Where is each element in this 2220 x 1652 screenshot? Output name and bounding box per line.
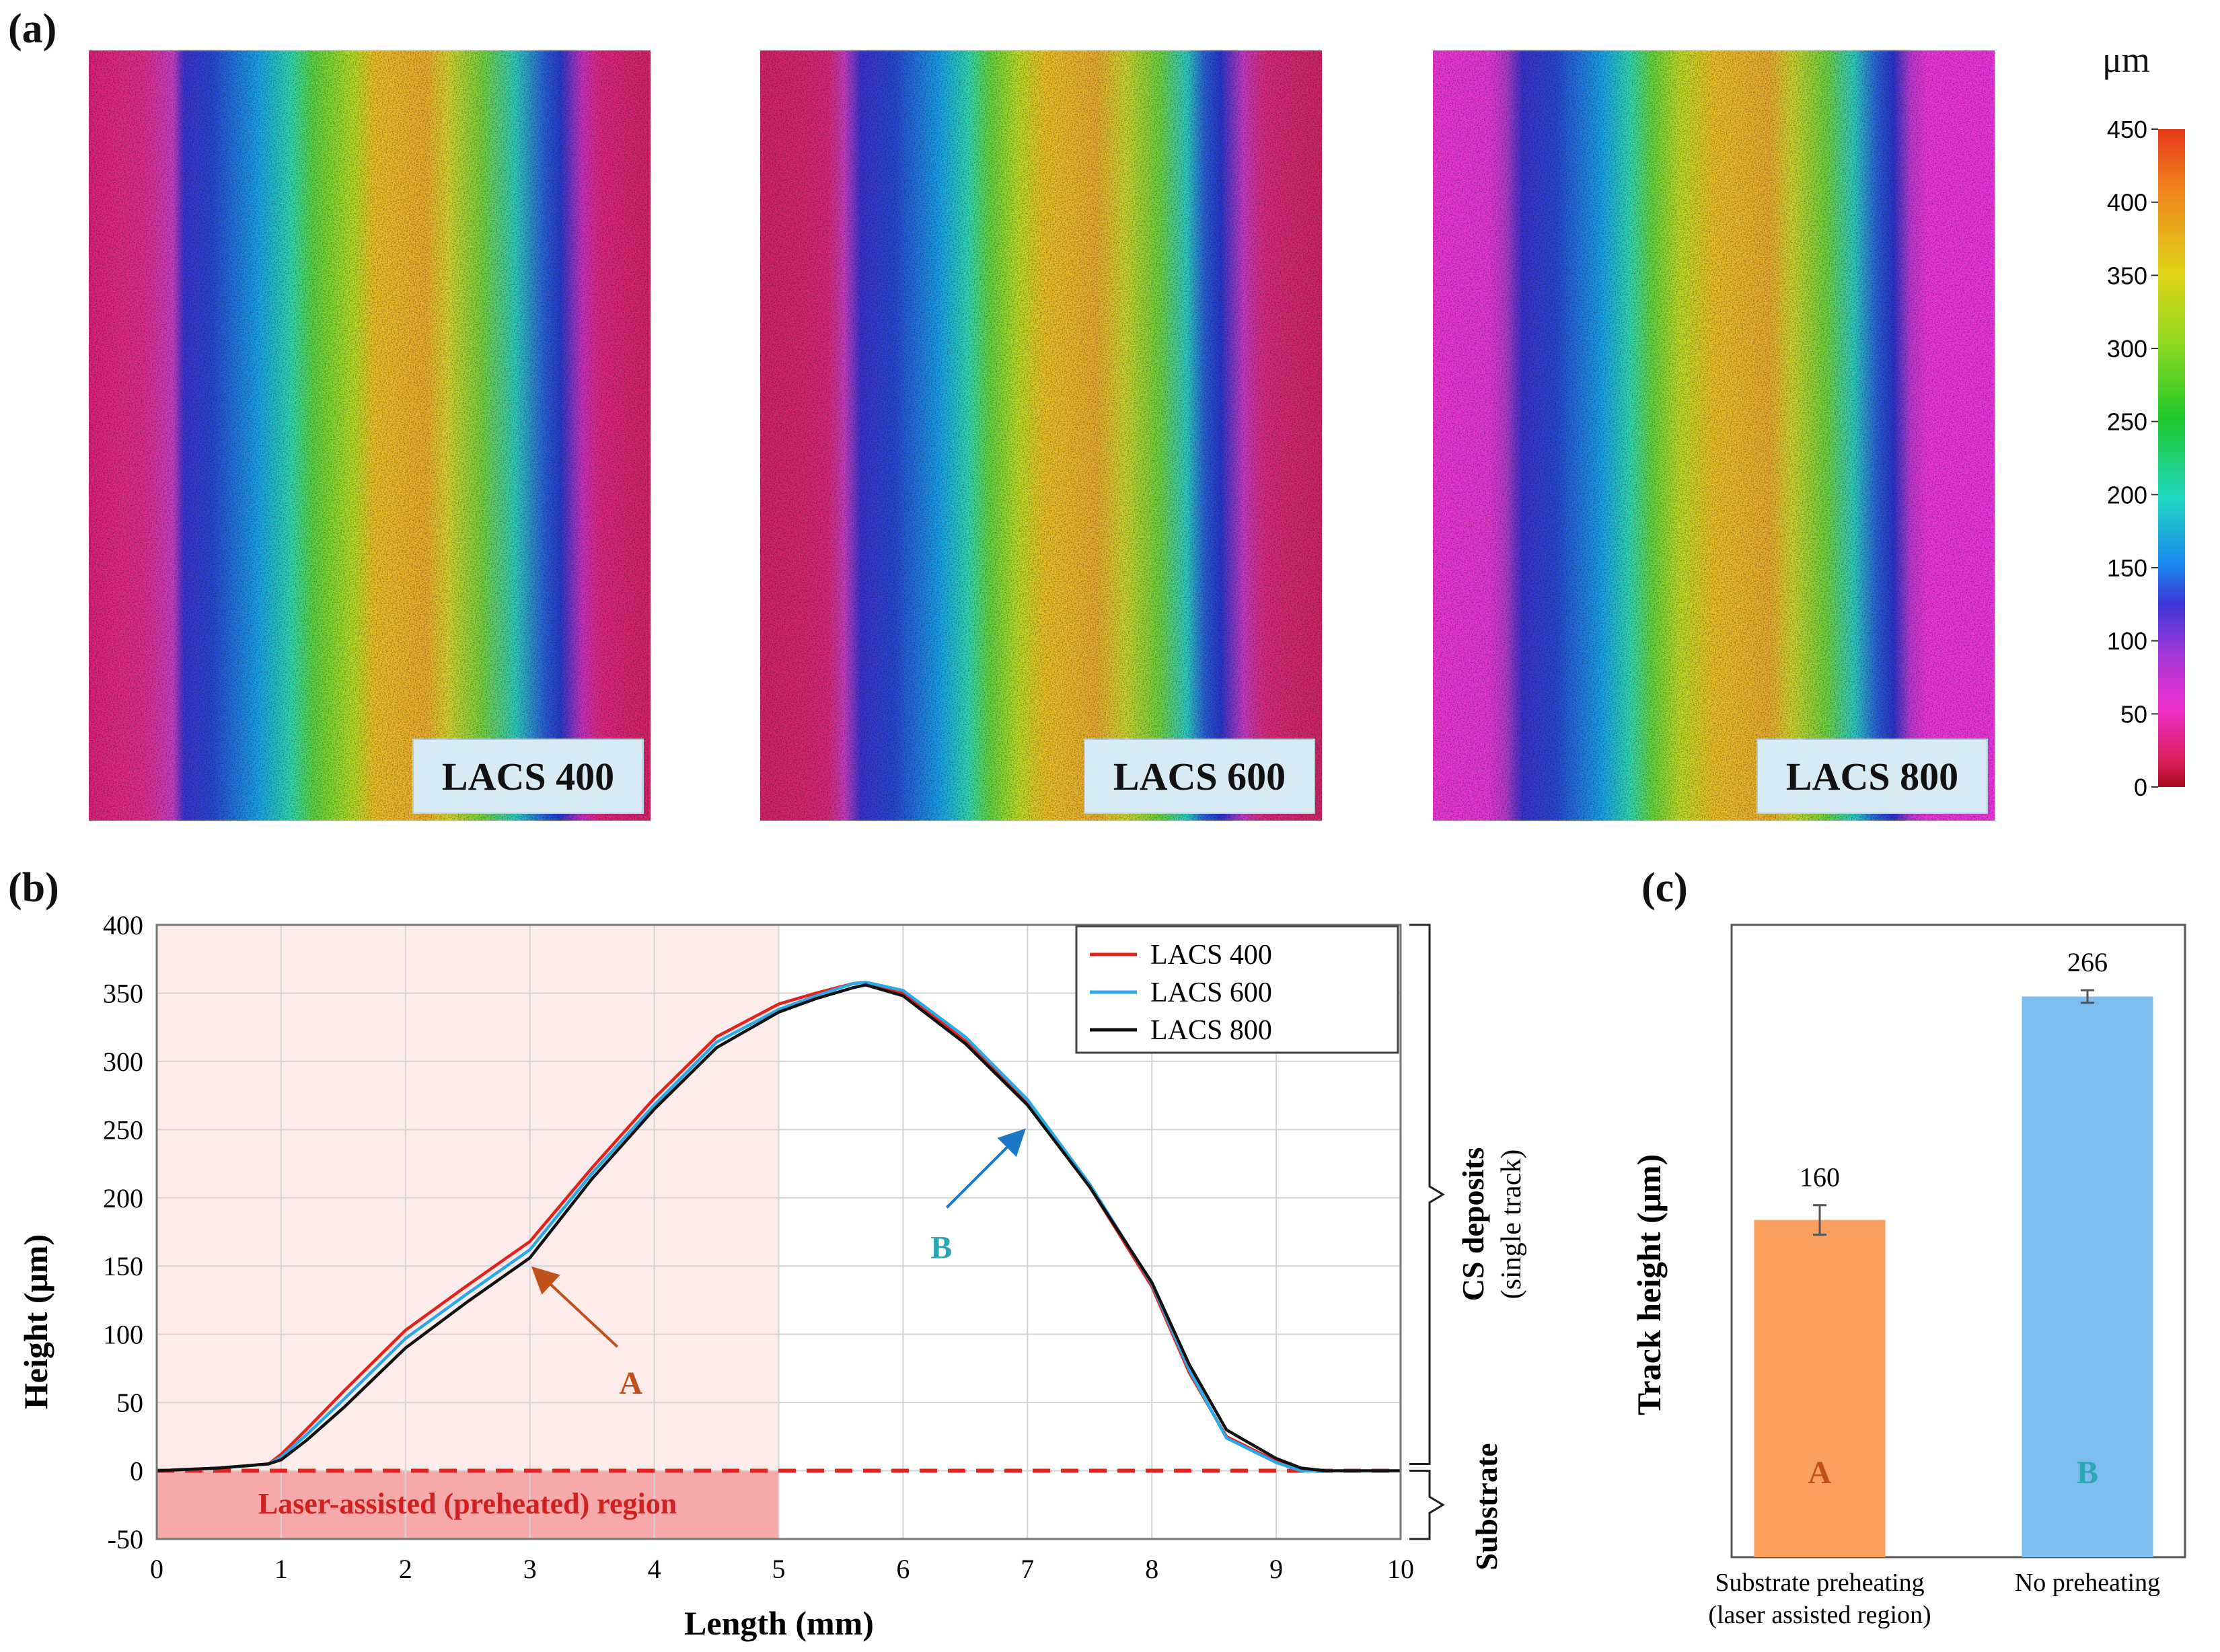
y-tick-label: 300 — [103, 1047, 143, 1077]
y-tick-label: 250 — [103, 1115, 143, 1145]
colorbar-tick-label: 350 — [2107, 262, 2147, 289]
x-tick-label: 2 — [399, 1554, 412, 1584]
bar-value-label: 160 — [1800, 1162, 1840, 1193]
bar-inner-label: A — [1808, 1455, 1832, 1491]
x-tick-label: 10 — [1387, 1554, 1414, 1584]
heatmap-lacs-600: LACS 600 — [760, 50, 1322, 821]
bar-chart: 160 A Substrate preheating (laser assisted … — [1630, 924, 2186, 1629]
colorbar-tick-label: 250 — [2107, 408, 2147, 436]
series-line-lacs-800 — [156, 983, 1401, 1472]
colorbar-tick-label: 400 — [2107, 189, 2147, 217]
colorbar-tick-label: 300 — [2107, 335, 2147, 363]
bracket-label-deposits: CS deposits — [1456, 1148, 1490, 1302]
x-tick-label: 4 — [648, 1554, 661, 1584]
x-axis-title: Length (mm) — [684, 1604, 874, 1642]
colorbar-axis: 450 400 350 300 250 200 150 100 50 0 — [2107, 116, 2158, 801]
bracket-label-substrate: Substrate — [1469, 1443, 1504, 1570]
shaded-region-substrate — [157, 1470, 779, 1539]
heatmap-lacs-400: LACS 400 — [89, 50, 651, 821]
bracket-deposits — [1409, 924, 1445, 1466]
y-tick-label: 50 — [116, 1388, 143, 1418]
heatmap-label: LACS 600 — [1084, 739, 1315, 814]
x-tick-label: 7 — [1021, 1554, 1034, 1584]
x-tick-label: 9 — [1269, 1554, 1283, 1584]
x-tick-label: 8 — [1145, 1554, 1158, 1584]
heatmap-label: LACS 800 — [1756, 739, 1988, 814]
bracket-sublabel-deposits: (single track) — [1496, 1150, 1527, 1300]
panel-c-label: (c) — [1641, 865, 1688, 911]
colorbar-tick-label: 100 — [2107, 628, 2147, 655]
colorbar-tick-label: 450 — [2107, 116, 2147, 143]
y-tick-label: -50 — [108, 1524, 143, 1554]
y-tick-label: 0 — [130, 1456, 143, 1487]
panel-a-label: (a) — [8, 6, 57, 52]
bracket-substrate — [1409, 1470, 1445, 1540]
legend-box — [1075, 925, 1399, 1054]
colorbar — [2158, 129, 2185, 787]
annotation-label-a: A — [619, 1365, 642, 1401]
y-tick-label: 400 — [103, 910, 143, 940]
heatmap-label: LACS 400 — [412, 739, 644, 814]
annotation-label-b: B — [930, 1230, 952, 1265]
y-tick-label: 350 — [103, 978, 143, 1008]
x-tick-label: 5 — [772, 1554, 786, 1584]
annotation-arrow-a — [531, 1266, 619, 1348]
y-axis-title: Height (μm) — [17, 1234, 54, 1409]
x-tick-label: 3 — [523, 1554, 537, 1584]
category-label: No preheating — [2015, 1569, 2160, 1597]
annotation-arrow-b — [945, 1128, 1026, 1209]
bar-2 — [2022, 996, 2153, 1557]
series-line-lacs-600 — [156, 980, 1401, 1472]
y-tick-label: 150 — [103, 1251, 143, 1281]
category-label: (laser assisted region) — [1708, 1601, 1931, 1629]
x-tick-label: 1 — [274, 1554, 288, 1584]
shaded-region-label: Laser-assisted (preheated) region — [258, 1487, 677, 1520]
legend-label: LACS 600 — [1150, 977, 1272, 1008]
colorbar-tick-label: 50 — [2120, 700, 2147, 728]
x-tick-label: 6 — [896, 1554, 910, 1584]
x-tick-label: 0 — [150, 1554, 163, 1584]
legend-label: LACS 400 — [1150, 940, 1272, 971]
bar-1 — [1754, 1219, 1886, 1557]
plot-frame — [155, 924, 1402, 1540]
bar-value-label: 266 — [2067, 947, 2108, 977]
colorbar-unit: μm — [2102, 40, 2150, 80]
colorbar-tick-label: 0 — [2134, 774, 2147, 801]
y-tick-label: 100 — [103, 1320, 143, 1350]
line-chart: 0 1 2 3 4 5 6 7 8 9 10-50050100150200250300350400 … — [17, 910, 1527, 1642]
bar-inner-label: B — [2077, 1455, 2098, 1491]
colorbar-tick-label: 150 — [2107, 554, 2147, 582]
legend-label: LACS 800 — [1150, 1015, 1272, 1046]
heatmap-lacs-800: LACS 800 — [1433, 50, 1995, 821]
y-tick-label: 200 — [103, 1183, 143, 1213]
plot-frame — [1730, 924, 2186, 1559]
colorbar-tick-label: 200 — [2107, 481, 2147, 509]
panel-b-label: (b) — [8, 865, 59, 911]
y-axis-title: Track height (μm) — [1630, 1154, 1668, 1415]
category-label: Substrate preheating — [1715, 1569, 1924, 1597]
